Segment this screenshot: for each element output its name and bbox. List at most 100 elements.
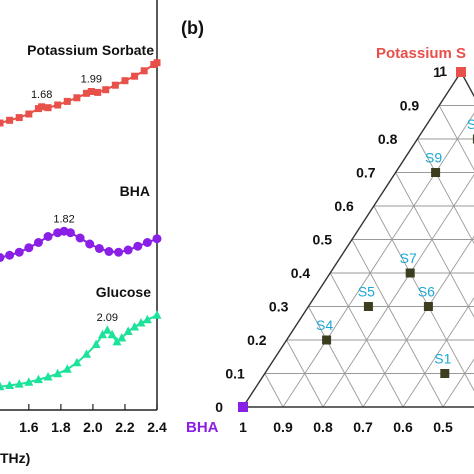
apex-top-marker [456, 67, 466, 77]
data-point [24, 377, 34, 386]
data-point [82, 349, 92, 358]
x-tick-label: 1.8 [51, 419, 71, 435]
grid-line [308, 306, 364, 408]
data-point [131, 72, 139, 80]
data-point [5, 380, 15, 389]
peak-label: 1.68 [31, 89, 52, 101]
x-tick-label: 2.0 [83, 419, 103, 435]
panel-b-label: (b) [181, 18, 204, 38]
sample-label: S9 [425, 150, 442, 166]
data-point [130, 321, 140, 331]
sample-label: S1 [434, 351, 451, 367]
data-point [91, 339, 101, 348]
sample-point: S9 [425, 150, 442, 177]
peak-label: 1.82 [53, 213, 74, 225]
data-point [15, 114, 23, 122]
left-axis-tick-label: 0.8 [378, 131, 398, 147]
peak-label: 1.99 [81, 74, 102, 86]
left-axis-tick-label: 0.9 [400, 98, 420, 114]
sample-point: S1 [467, 116, 474, 144]
data-point [33, 374, 43, 384]
data-point [114, 247, 124, 257]
sample-point: S4 [316, 317, 333, 345]
bottom-axis-tick-label: 1 [239, 419, 247, 435]
data-point [136, 318, 146, 327]
data-point [54, 101, 62, 109]
sample-label: S5 [358, 284, 375, 300]
left-axis-tick-label: 0.5 [313, 232, 333, 248]
data-point [142, 314, 152, 324]
sample-label: S1 [467, 116, 474, 132]
x-tick-label: 2.4 [147, 419, 167, 435]
data-point [152, 310, 162, 319]
data-point [107, 329, 117, 339]
data-point [94, 88, 102, 96]
bottom-axis-tick-label: 0.6 [393, 419, 413, 435]
data-point [65, 228, 75, 238]
panel-b: (b) 00.10.20.30.40.50.60.70.80.911 0.9 0.8… [181, 18, 474, 436]
data-point [117, 333, 127, 342]
data-point [104, 247, 114, 256]
left-axis-tick-label: 1 [433, 64, 441, 80]
data-point [72, 357, 82, 367]
data-point [14, 379, 24, 388]
data-point [98, 329, 108, 339]
data-point [94, 244, 104, 253]
data-point [0, 381, 5, 391]
grid-line [351, 239, 444, 408]
data-point [152, 234, 162, 244]
sample-marker [440, 369, 450, 378]
data-point [83, 89, 91, 97]
data-point [5, 250, 15, 260]
x-tick-label: 2.2 [115, 419, 135, 435]
grid-line [329, 272, 404, 408]
data-point [62, 364, 72, 373]
series-bha: BHA 1.82 [0, 183, 162, 262]
left-axis-tick-label: 0.3 [269, 299, 289, 315]
data-point [111, 81, 119, 89]
sample-marker [431, 168, 441, 177]
bottom-axis-tick-label: 0.5 [433, 419, 453, 435]
series-glucose: Glucose 2.09 [0, 284, 162, 391]
left-axis-tick-label: 0.4 [291, 265, 311, 281]
data-point [140, 67, 148, 75]
apex-left-marker [238, 402, 248, 412]
series-label: Glucose [96, 284, 151, 300]
data-point [38, 103, 46, 111]
apex-left-label: BHA [186, 419, 219, 436]
data-point [87, 88, 95, 95]
data-point [43, 372, 53, 381]
left-axis-tick-label: 0.6 [334, 198, 354, 214]
data-point [25, 110, 33, 118]
x-tick-label: 1.6 [19, 419, 39, 435]
data-point [123, 245, 133, 255]
data-point [33, 238, 43, 247]
sample-marker [322, 335, 332, 345]
series-potassium-sorbate: Potassium Sorbate 1.68 1.99 [0, 42, 161, 127]
peak-label: 2.09 [97, 312, 118, 324]
grid-line [264, 373, 284, 408]
grid-line [442, 358, 474, 408]
data-point [43, 232, 53, 241]
bottom-axis-tick-label: 0.7 [353, 419, 373, 435]
data-point [102, 86, 110, 94]
data-point [44, 104, 52, 112]
sample-marker [363, 302, 373, 311]
panel-a: 1.6 1.8 2.0 2.2 2.4 Potassium Sorbate 1.68 1.9… [0, 0, 167, 466]
sample-point: S1 [434, 351, 452, 378]
grid-line [438, 105, 474, 171]
series-label: BHA [120, 183, 150, 199]
data-point [73, 94, 81, 102]
data-point [14, 247, 24, 257]
sample-label: S6 [418, 284, 435, 300]
left-axis-tick-label: 0.2 [247, 332, 267, 348]
grid-line [286, 339, 324, 408]
series-label: Potassium Sorbate [27, 42, 154, 58]
grid-line [417, 138, 474, 245]
apex-top-value: 1 [439, 63, 447, 79]
left-axis-tick-label: 0 [215, 399, 223, 415]
grid-line [282, 112, 474, 408]
sample-label: S7 [400, 250, 417, 266]
sample-marker [472, 134, 474, 144]
